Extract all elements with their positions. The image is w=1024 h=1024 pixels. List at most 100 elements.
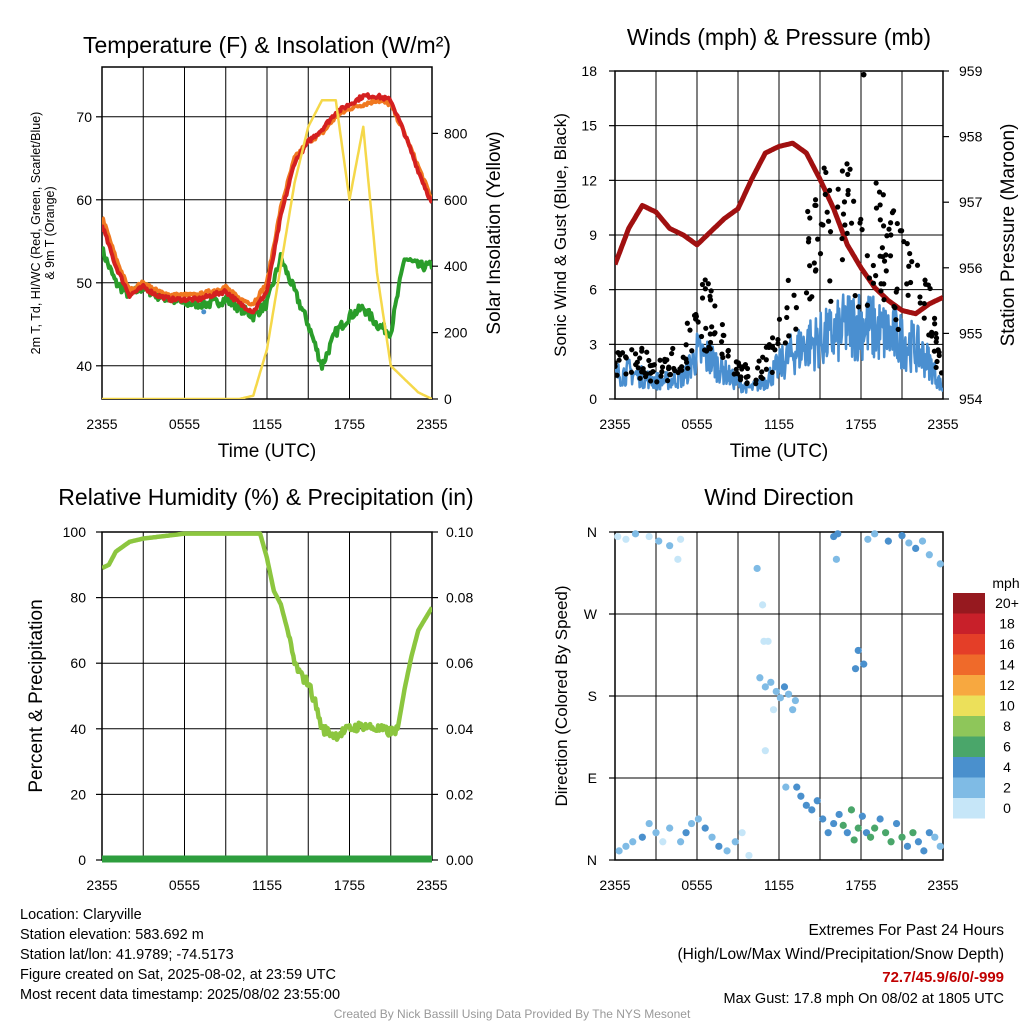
gust-point: [786, 333, 792, 339]
gust-point: [899, 228, 905, 234]
gust-point: [759, 375, 766, 382]
y-tick-label: 3: [589, 336, 597, 352]
wind-direction-point: [638, 833, 646, 841]
wind-direction-point: [920, 847, 928, 855]
gust-point: [881, 281, 887, 287]
series-group: [102, 92, 432, 399]
gust-point: [615, 350, 621, 356]
gust-point: [725, 353, 731, 359]
gust-point: [634, 359, 640, 365]
gust-point: [769, 369, 775, 376]
chart-title: Winds (mph) & Pressure (mb): [627, 24, 931, 50]
gust-point: [776, 316, 783, 322]
gust-point: [917, 294, 923, 300]
gust-point: [718, 339, 725, 345]
gust-point: [828, 298, 834, 304]
wind-direction-point: [782, 783, 790, 791]
gust-point: [772, 347, 778, 353]
gust-point: [691, 312, 698, 319]
y-tick-label: 0: [589, 391, 597, 407]
gust-point: [763, 366, 769, 372]
wind-direction-point: [666, 824, 674, 832]
max-gust-point: [860, 71, 867, 78]
gust-point: [756, 358, 762, 364]
y-tick-label: 60: [70, 655, 86, 671]
wind-direction-point: [622, 535, 630, 543]
wind-direction-point: [892, 819, 901, 828]
gust-point: [615, 372, 620, 378]
gust-point: [938, 370, 943, 376]
y-tick-label: 70: [76, 109, 92, 125]
legend-label: 6: [1003, 739, 1011, 755]
gust-point: [698, 333, 705, 340]
gust-point: [933, 364, 939, 371]
wind-direction-point: [936, 842, 944, 850]
y2-tick-label: 956: [959, 260, 983, 276]
y-tick-label: S: [588, 688, 597, 704]
gust-point: [817, 251, 824, 257]
gust-point: [922, 277, 928, 283]
gust-point: [766, 344, 772, 351]
wind-direction-point: [834, 530, 842, 538]
gust-point: [877, 253, 883, 259]
y2-axis-label: Station Pressure (Maroon): [998, 124, 1019, 347]
y-tick-label: 0: [78, 852, 86, 868]
gust-point: [879, 245, 885, 251]
wind-direction-point: [824, 829, 832, 837]
legend-swatch: [953, 613, 985, 634]
elevation-text: Station elevation: 583.692 m: [20, 927, 204, 943]
gust-point: [907, 279, 914, 286]
gust-point: [639, 348, 645, 354]
wind-direction-point: [797, 792, 805, 800]
temperature-series-line: [102, 92, 432, 315]
wind-direction-point: [645, 819, 653, 828]
y2-tick-label: 0: [444, 391, 452, 407]
wind-direction-point: [850, 836, 858, 844]
legend-swatch: [953, 654, 985, 675]
wind-direction-point: [674, 555, 682, 563]
gust-point: [702, 286, 708, 292]
gust-point: [914, 262, 921, 268]
gust-point: [809, 294, 815, 300]
chart-title: Relative Humidity (%) & Precipitation (i…: [58, 484, 473, 510]
gust-point: [858, 216, 864, 223]
x-tick-label: 1755: [334, 877, 365, 893]
gust-point: [887, 253, 894, 259]
y-axis-label: Percent & Precipitation: [26, 599, 47, 792]
legend-swatch: [953, 716, 985, 737]
gust-point: [807, 263, 813, 269]
wind-direction-point: [851, 665, 860, 673]
legend-label: 12: [999, 677, 1015, 693]
gust-point: [893, 289, 899, 295]
gust-point: [901, 238, 907, 245]
gust-point: [893, 317, 899, 323]
gust-point: [873, 205, 880, 211]
gust-point: [662, 356, 668, 362]
gust-point: [844, 230, 850, 236]
legend-label: 8: [1003, 718, 1011, 734]
wind-direction-point: [614, 532, 622, 541]
wind-direction-point: [760, 637, 768, 645]
wind-direction-point: [759, 601, 767, 609]
gust-point: [880, 192, 886, 198]
gust-point: [782, 340, 788, 346]
gust-point: [805, 239, 812, 245]
panel-3: 2355 0555 1155 1755 2355 Relative Humidity (%…: [26, 484, 474, 893]
wind-direction-point: [912, 544, 920, 553]
gust-point: [906, 263, 912, 269]
wind-direction-point: [882, 829, 890, 837]
wind-direction-point: [615, 847, 623, 855]
gust-point: [851, 198, 857, 204]
gust-point: [921, 315, 927, 321]
wind-direction-point: [839, 821, 847, 829]
gust-point: [687, 327, 693, 333]
gust-point: [805, 208, 811, 215]
wind-direction-point: [909, 829, 917, 837]
wind-direction-point: [871, 530, 879, 538]
gust-point: [841, 199, 848, 205]
legend-label: 0: [1003, 800, 1011, 816]
wind-direction-point: [808, 806, 816, 814]
gust-point: [835, 204, 841, 210]
gust-point: [659, 364, 666, 370]
panel-2: 2355 0555 1155 1755 2355 Winds (mph) & Pressu…: [551, 24, 1019, 462]
